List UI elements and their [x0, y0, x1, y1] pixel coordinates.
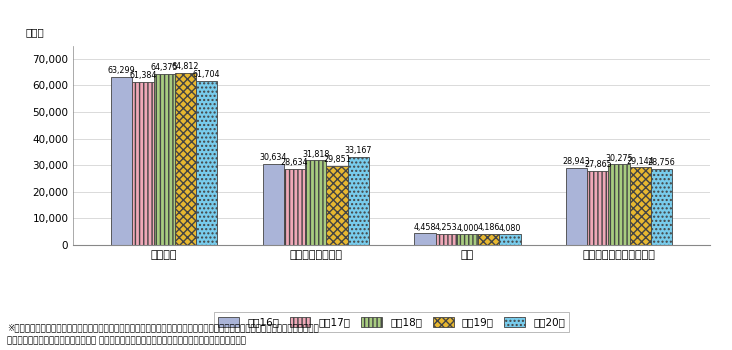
Text: 点分野において重要とされる技術 に対し、特許庁が検索・抽出を行った件数の合計となっている: 点分野において重要とされる技術 に対し、特許庁が検索・抽出を行った件数の合計とな…: [7, 337, 247, 346]
Bar: [132, 82, 154, 245]
Bar: [478, 234, 499, 245]
Bar: [457, 234, 478, 245]
Bar: [263, 163, 284, 245]
Bar: [305, 160, 326, 245]
Bar: [326, 166, 348, 245]
Bar: [608, 164, 630, 245]
Text: 61,384: 61,384: [130, 71, 157, 80]
Text: 28,943: 28,943: [563, 158, 591, 166]
Text: 28,756: 28,756: [648, 158, 676, 167]
Bar: [154, 74, 175, 245]
Text: 27,865: 27,865: [584, 160, 612, 169]
Bar: [436, 234, 457, 245]
Text: 30,634: 30,634: [260, 153, 287, 162]
Text: 63,299: 63,299: [108, 66, 135, 75]
Bar: [111, 77, 132, 245]
Text: 29,144: 29,144: [627, 157, 654, 166]
Legend: 平成16年, 平成17年, 平成18年, 平成19年, 平成20年: 平成16年, 平成17年, 平成18年, 平成19年, 平成20年: [214, 312, 569, 331]
Text: 4,080: 4,080: [498, 224, 521, 232]
Text: 64,812: 64,812: [172, 62, 199, 71]
Text: 4,253: 4,253: [435, 223, 458, 232]
Text: 31,818: 31,818: [302, 150, 329, 159]
Text: 4,458: 4,458: [414, 223, 436, 232]
Bar: [630, 168, 651, 245]
Bar: [414, 233, 436, 245]
Text: 33,167: 33,167: [345, 146, 372, 155]
Text: 4,000: 4,000: [456, 224, 479, 233]
Bar: [284, 169, 305, 245]
Bar: [499, 234, 520, 245]
Text: 64,375: 64,375: [150, 63, 178, 72]
Bar: [348, 157, 369, 245]
Text: （件）: （件）: [26, 28, 44, 37]
Text: 30,275: 30,275: [605, 154, 633, 163]
Text: 4,186: 4,186: [477, 223, 500, 232]
Text: ※　ここでの公開／公表された特許出願件数は、情報通信分野に関する技術全体を網羅的に抽出した件数を示すものではなく、各重: ※ ここでの公開／公表された特許出願件数は、情報通信分野に関する技術全体を網羅的…: [7, 324, 319, 333]
Bar: [566, 168, 587, 245]
Text: 61,704: 61,704: [193, 70, 220, 79]
Bar: [175, 72, 196, 245]
Bar: [651, 168, 672, 245]
Text: 28,634: 28,634: [281, 158, 308, 167]
Bar: [587, 171, 608, 245]
Bar: [196, 81, 217, 245]
Text: 29,851: 29,851: [323, 155, 351, 164]
